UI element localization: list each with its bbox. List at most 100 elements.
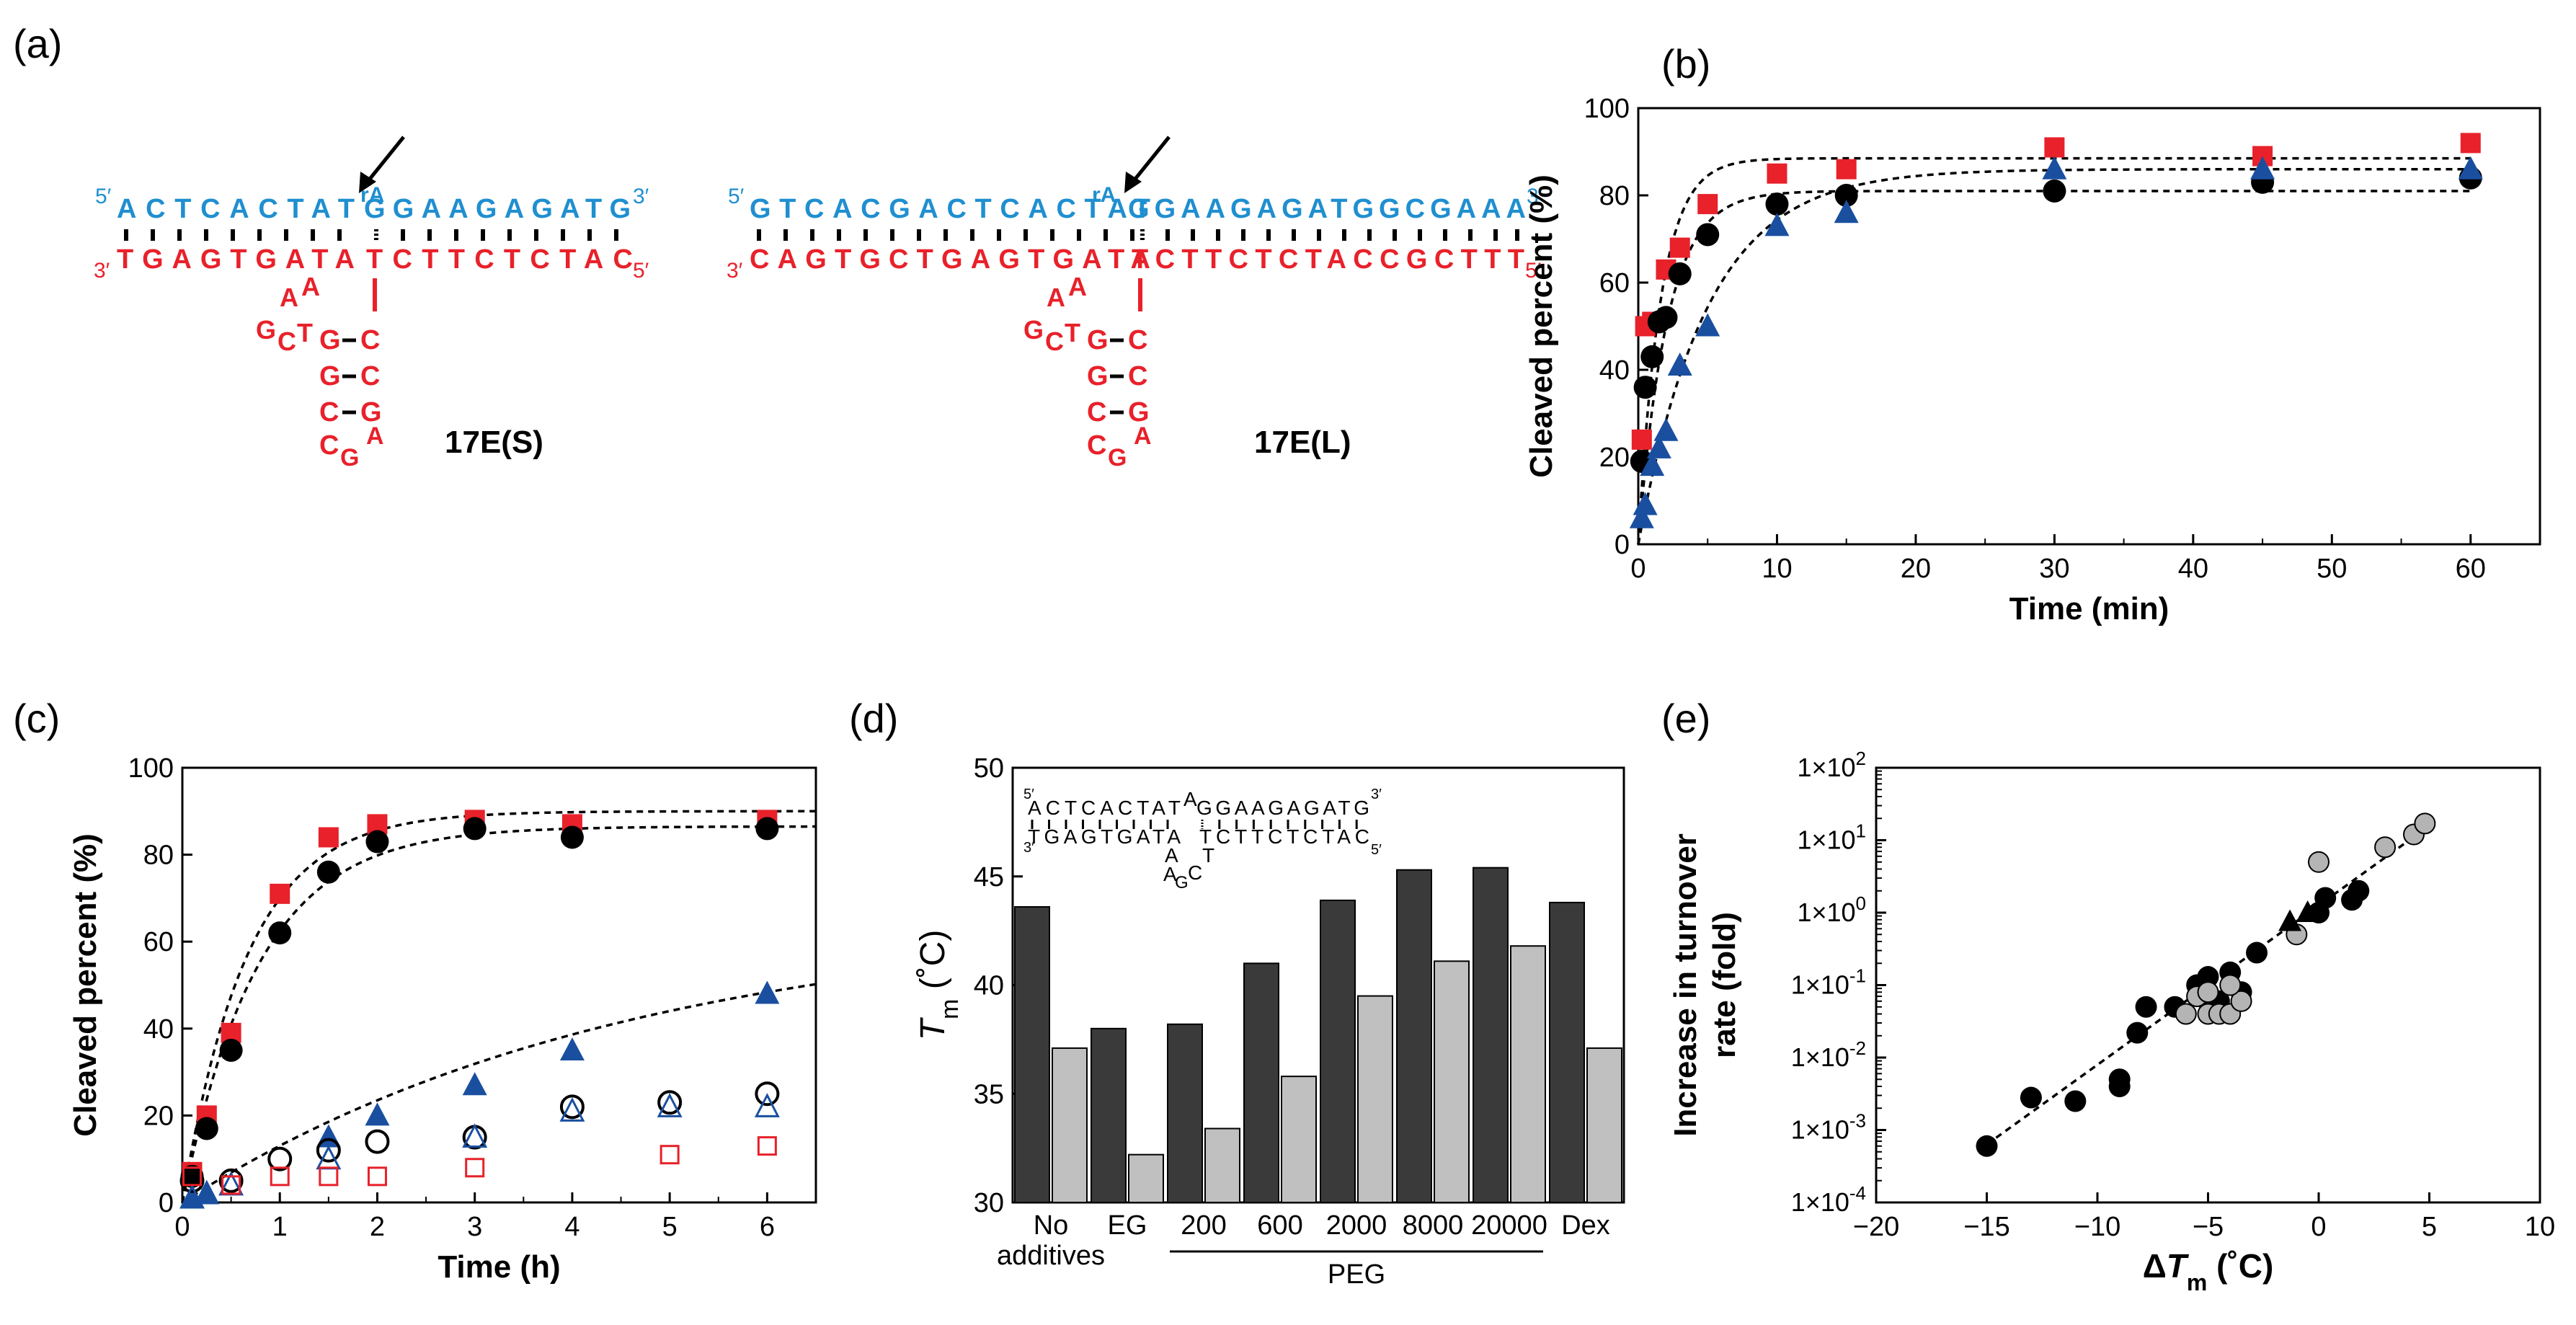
l-loop-t: T [1065,318,1080,347]
point-black-circles [2135,996,2157,1018]
y-tick-label: 30 [974,1188,1004,1218]
panel-e-chart: −20 −15 −10 −5 0 5 10 1×10-4 1×10-3 1×10-2 1×10-1 1… [1668,748,2555,1295]
point-red-squares [270,883,290,904]
point-black-circles [463,817,487,841]
point-red-open-squares [319,1166,339,1187]
inset-loop-g: G [1175,873,1189,892]
s-bottom-3p: 3′ [94,259,110,283]
x-axis-label: ΔTm (˚C) [2143,1247,2274,1295]
point-black-circles [316,860,340,884]
l-loop-a1: A [1068,272,1087,301]
y-tick-label: 45 [974,862,1004,892]
x-tick-label: 3 [467,1212,482,1242]
x-tick-label: 60 [2456,554,2486,584]
point-blue-triangles [755,980,780,1004]
point-blue-triangles [194,1180,219,1204]
point-blue-triangles [462,1072,487,1096]
point-black-circles [2314,887,2337,909]
l-loop-a2: A [1047,283,1065,312]
s-top-left-seq: ACTCACTAT [117,194,355,224]
y-tick-label: 1×10-3 [1791,1110,1866,1145]
x-tick-label: −10 [2074,1212,2120,1242]
l-loop-c: C [1045,327,1064,356]
panel-label-e: (e) [1661,696,1710,741]
point-black-circles [1696,223,1720,247]
point-black-open-circles [559,1094,585,1120]
point-blue-triangles [559,1037,585,1060]
point-black-circles [1834,184,1858,207]
y-tick-label: 80 [1599,181,1630,211]
bar-dark-5 [1396,869,1432,1203]
y-tick-label: 35 [974,1079,1004,1109]
point-grey-circles [2230,990,2252,1012]
y-tick-label: 80 [143,841,174,871]
x-tick-label: 30 [2039,554,2069,584]
bar-dark-0 [1014,905,1050,1203]
bar-dark-2 [1167,1023,1203,1204]
s-loop-a1: A [301,272,320,301]
point-blue-open-triangles [559,1097,585,1122]
x-category-label: EG [1108,1210,1147,1241]
bar-dark-4 [1320,899,1356,1204]
point-blue-triangles [1653,417,1679,441]
point-black-open-circles [462,1125,487,1150]
point-red-open-squares [465,1158,485,1178]
l-top-3p: 3′ [1527,185,1543,208]
point-red-squares [1767,163,1787,184]
s-loop-g: G [256,315,276,345]
point-red-squares [1631,429,1652,450]
x-tick-label: 50 [2317,554,2347,584]
point-black-open-circles [316,1138,341,1163]
point-black-circles [1640,345,1664,368]
point-black-circles [2246,941,2268,964]
y-tick-label: 100 [128,753,174,784]
y-tick-label: 40 [1599,355,1630,386]
inset-top-a: A [1183,788,1197,810]
l-stem-dashes [1110,338,1124,415]
structure-17e-l: 5′ GTCACGACTCACTAT rA GGAAGAGATGGCGAAA 3… [727,136,1543,471]
s-stem-r1: C [360,325,380,355]
inset-bottom-seq: TGAGTGATA [1028,825,1181,848]
y-tick-label: 1×101 [1797,820,1866,855]
l-base-pairs-left [757,229,1134,241]
inset-top-3p: 3′ [1371,786,1382,802]
l-stem-l2: G [1087,361,1109,391]
s-stem-l1: G [319,325,341,355]
point-grey-circles [2308,851,2329,873]
x-category-label: No [1034,1210,1069,1241]
s-loop-c: C [277,327,296,356]
point-black-circles [2197,966,2219,988]
inset-loop-t: T [1202,844,1214,867]
point-black-circles [365,830,389,854]
point-grey-circles [2219,974,2242,996]
s-top-right-seq: GGAAGAGATG [364,194,631,224]
l-stem-bottom: G [1108,444,1127,471]
point-blue-triangles [1695,313,1720,337]
y-tick-label: 1×102 [1797,748,1866,782]
point-black-circles [2108,1068,2131,1091]
point-black-circles [195,1117,218,1140]
point-grey-circles [2414,812,2436,835]
point-blue-triangles [2458,156,2483,180]
l-structure-name: 17E(L) [1254,425,1351,460]
x-tick-label: −20 [1853,1212,1899,1242]
inset-top-seq: ACTCACTAT [1028,797,1181,819]
point-blue-triangles [1633,492,1658,515]
s-stem-l3: C [319,397,339,427]
l-stem-l3: C [1087,397,1106,427]
x-tick-label: −15 [1963,1212,2009,1242]
point-blue-triangles [1764,213,1790,236]
x-category-label: 8000 [1403,1210,1464,1241]
point-grey-circles [2175,1003,2197,1025]
l-cleavage-arrow [1124,136,1171,193]
point-red-squares [1697,194,1718,215]
x-tick-label: 1 [272,1212,288,1242]
bar-light-6 [1510,945,1546,1203]
fit-line [1986,824,2430,1146]
inset-loop-a: A [1165,844,1178,867]
panel-label-d: (d) [849,696,898,741]
s-structure-name: 17E(S) [445,425,543,460]
point-red-squares [2044,137,2065,158]
s-stem-r4: A [366,422,384,450]
